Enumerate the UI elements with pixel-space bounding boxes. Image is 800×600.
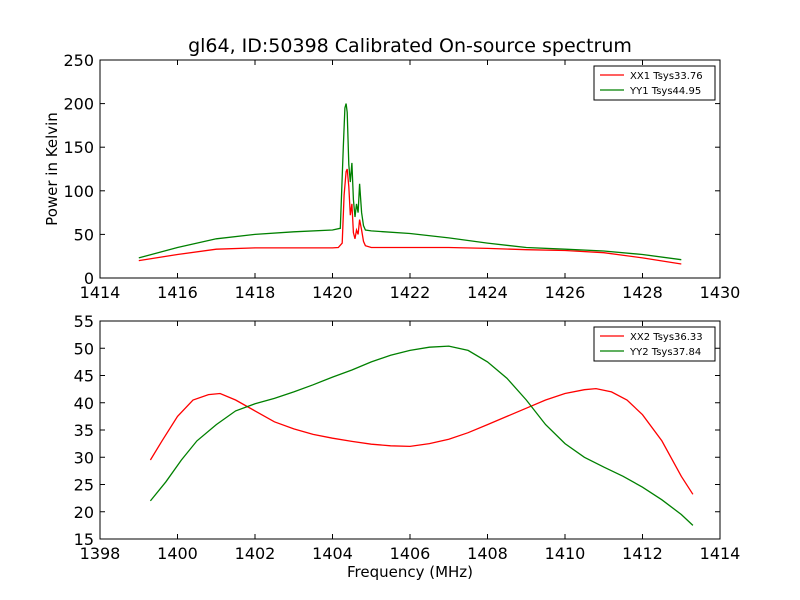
x-axis-label: Frequency (MHz) bbox=[347, 563, 473, 581]
legend-1: XX2 Tsys36.33 YY2 Tsys37.84 bbox=[593, 326, 716, 362]
top-panel: 1414 1416 1418 1420 1422 1424 1426 1428 1430 0 50 1… bbox=[43, 51, 740, 302]
y-tick-label: 100 bbox=[63, 182, 94, 201]
legend-box bbox=[593, 65, 716, 101]
x-tick-label: 1414 bbox=[80, 283, 121, 302]
x-tick-label: 1414 bbox=[700, 544, 741, 563]
y-tick-label: 250 bbox=[63, 51, 94, 70]
x-tick-label: 1426 bbox=[545, 283, 586, 302]
series-line-0-1 bbox=[138, 103, 682, 261]
x-tick-label: 1402 bbox=[235, 544, 276, 563]
y-tick-label: 25 bbox=[74, 476, 94, 495]
legend-box bbox=[593, 326, 716, 362]
chart-title: gl64, ID:50398 Calibrated On-source spec… bbox=[188, 35, 632, 57]
x-tick-label: 1416 bbox=[157, 283, 198, 302]
y-tick-label: 45 bbox=[74, 367, 94, 386]
legend-entry-label: YY1 Tsys44.95 bbox=[629, 86, 701, 97]
y-tick-label: 50 bbox=[74, 225, 94, 244]
legend-entry-label: XX2 Tsys36.33 bbox=[630, 332, 703, 343]
y-tick-label: 150 bbox=[63, 138, 94, 157]
y-tick-label: 200 bbox=[63, 95, 94, 114]
y-tick-label: 20 bbox=[74, 503, 94, 522]
series-line-1-0 bbox=[149, 387, 694, 495]
x-tick-label: 1412 bbox=[622, 544, 663, 563]
x-tick-label: 1404 bbox=[312, 544, 353, 563]
y-tick-label: 55 bbox=[74, 312, 94, 331]
x-tick-label: 1420 bbox=[312, 283, 353, 302]
y-tick-label: 40 bbox=[74, 394, 94, 413]
y-tick-label: 0 bbox=[84, 269, 94, 288]
legend-entry-label: YY2 Tsys37.84 bbox=[629, 347, 701, 358]
x-tick-label: 1406 bbox=[390, 544, 431, 563]
x-tick-label: 1398 bbox=[80, 544, 121, 563]
x-tick-label: 1428 bbox=[622, 283, 663, 302]
y-tick-label: 35 bbox=[74, 421, 94, 440]
bottom-panel: 1398 1400 1402 1404 1406 1408 1410 1412 1414 15 20… bbox=[74, 312, 741, 581]
x-tick-label: 1430 bbox=[700, 283, 741, 302]
x-tick-label: 1418 bbox=[235, 283, 276, 302]
series-line-1-1 bbox=[149, 345, 694, 526]
y-tick-label: 15 bbox=[74, 530, 94, 549]
y-tick-label: 50 bbox=[74, 339, 94, 358]
y-axis-label: Power in Kelvin bbox=[43, 112, 61, 226]
x-tick-label: 1410 bbox=[545, 544, 586, 563]
y-tick-label: 30 bbox=[74, 448, 94, 467]
x-tick-label: 1408 bbox=[467, 544, 508, 563]
series-line-0-0 bbox=[138, 168, 682, 265]
legend-entry-label: XX1 Tsys33.76 bbox=[630, 71, 703, 82]
x-tick-label: 1424 bbox=[467, 283, 508, 302]
legend-0: XX1 Tsys33.76 YY1 Tsys44.95 bbox=[593, 65, 716, 101]
x-tick-label: 1400 bbox=[157, 544, 198, 563]
x-tick-label: 1422 bbox=[390, 283, 431, 302]
